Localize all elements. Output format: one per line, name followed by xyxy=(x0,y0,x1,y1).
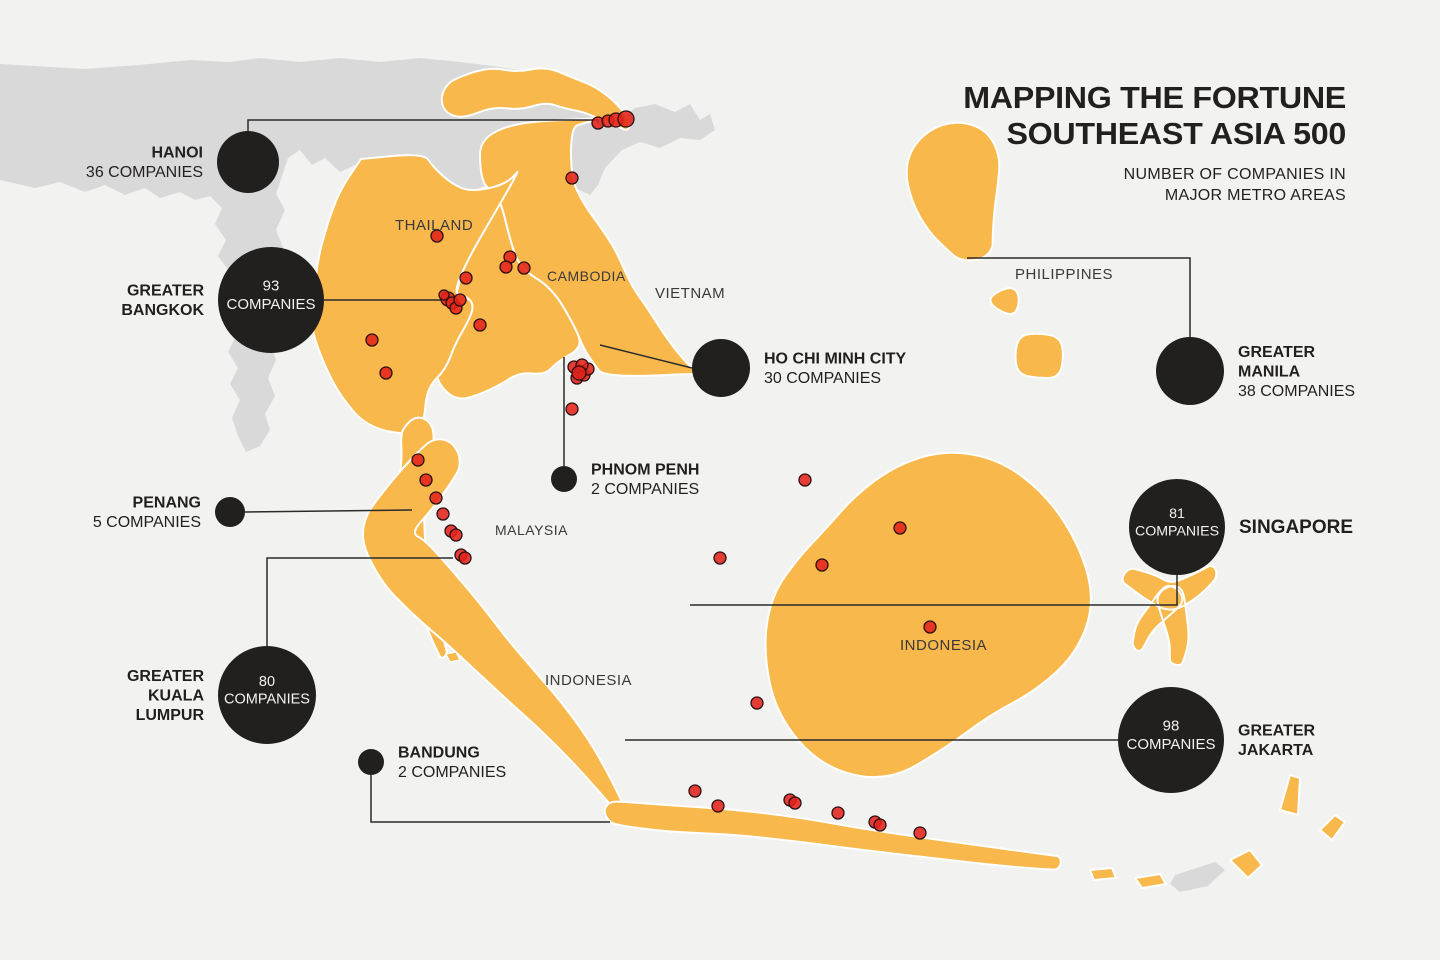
svg-text:VIETNAM: VIETNAM xyxy=(655,285,725,302)
svg-text:98: 98 xyxy=(1163,718,1180,735)
svg-text:HO CHI MINH CITY: HO CHI MINH CITY xyxy=(764,351,907,368)
svg-text:SINGAPORE: SINGAPORE xyxy=(1239,517,1353,538)
svg-text:COMPANIES: COMPANIES xyxy=(1127,736,1216,753)
svg-text:MANILA: MANILA xyxy=(1238,364,1301,381)
svg-text:2 COMPANIES: 2 COMPANIES xyxy=(398,764,506,781)
svg-text:36 COMPANIES: 36 COMPANIES xyxy=(86,164,203,181)
svg-text:COMPANIES: COMPANIES xyxy=(224,692,310,708)
svg-text:JAKARTA: JAKARTA xyxy=(1238,742,1314,759)
svg-text:BANDUNG: BANDUNG xyxy=(398,745,480,762)
svg-text:GREATER: GREATER xyxy=(1238,344,1315,361)
svg-text:2 COMPANIES: 2 COMPANIES xyxy=(591,481,699,498)
svg-text:COMPANIES: COMPANIES xyxy=(227,296,316,313)
svg-text:CAMBODIA: CAMBODIA xyxy=(547,268,626,284)
svg-text:GREATER: GREATER xyxy=(1238,723,1315,740)
svg-text:GREATER: GREATER xyxy=(127,283,204,300)
svg-text:80: 80 xyxy=(259,674,275,690)
svg-text:KUALA: KUALA xyxy=(148,688,204,705)
svg-text:5 COMPANIES: 5 COMPANIES xyxy=(93,514,201,531)
svg-text:INDONESIA: INDONESIA xyxy=(545,672,632,689)
svg-text:93: 93 xyxy=(263,278,280,295)
svg-text:GREATER: GREATER xyxy=(127,668,204,685)
svg-text:HANOI: HANOI xyxy=(151,145,203,162)
svg-text:30 COMPANIES: 30 COMPANIES xyxy=(764,370,881,387)
svg-text:MALAYSIA: MALAYSIA xyxy=(495,522,568,538)
svg-text:PENANG: PENANG xyxy=(133,495,201,512)
svg-text:LUMPUR: LUMPUR xyxy=(136,707,205,724)
svg-text:THAILAND: THAILAND xyxy=(395,217,473,234)
svg-text:INDONESIA: INDONESIA xyxy=(900,637,987,654)
svg-text:81: 81 xyxy=(1169,506,1185,522)
svg-text:PHNOM PENH: PHNOM PENH xyxy=(591,462,699,479)
svg-text:BANGKOK: BANGKOK xyxy=(121,302,204,319)
svg-text:38 COMPANIES: 38 COMPANIES xyxy=(1238,383,1355,400)
svg-text:PHILIPPINES: PHILIPPINES xyxy=(1015,266,1113,283)
svg-text:COMPANIES: COMPANIES xyxy=(1135,524,1219,540)
